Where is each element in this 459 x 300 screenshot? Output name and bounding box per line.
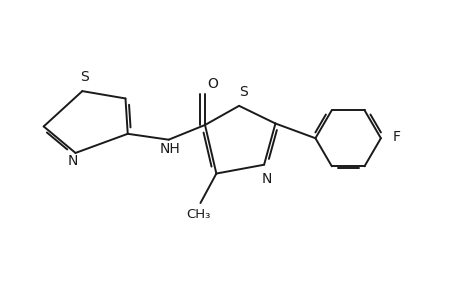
Text: S: S	[80, 70, 89, 84]
Text: CH₃: CH₃	[185, 208, 210, 221]
Text: N: N	[261, 172, 271, 186]
Text: S: S	[239, 85, 247, 99]
Text: O: O	[207, 77, 218, 91]
Text: F: F	[392, 130, 399, 144]
Text: NH: NH	[159, 142, 179, 156]
Text: N: N	[68, 154, 78, 168]
